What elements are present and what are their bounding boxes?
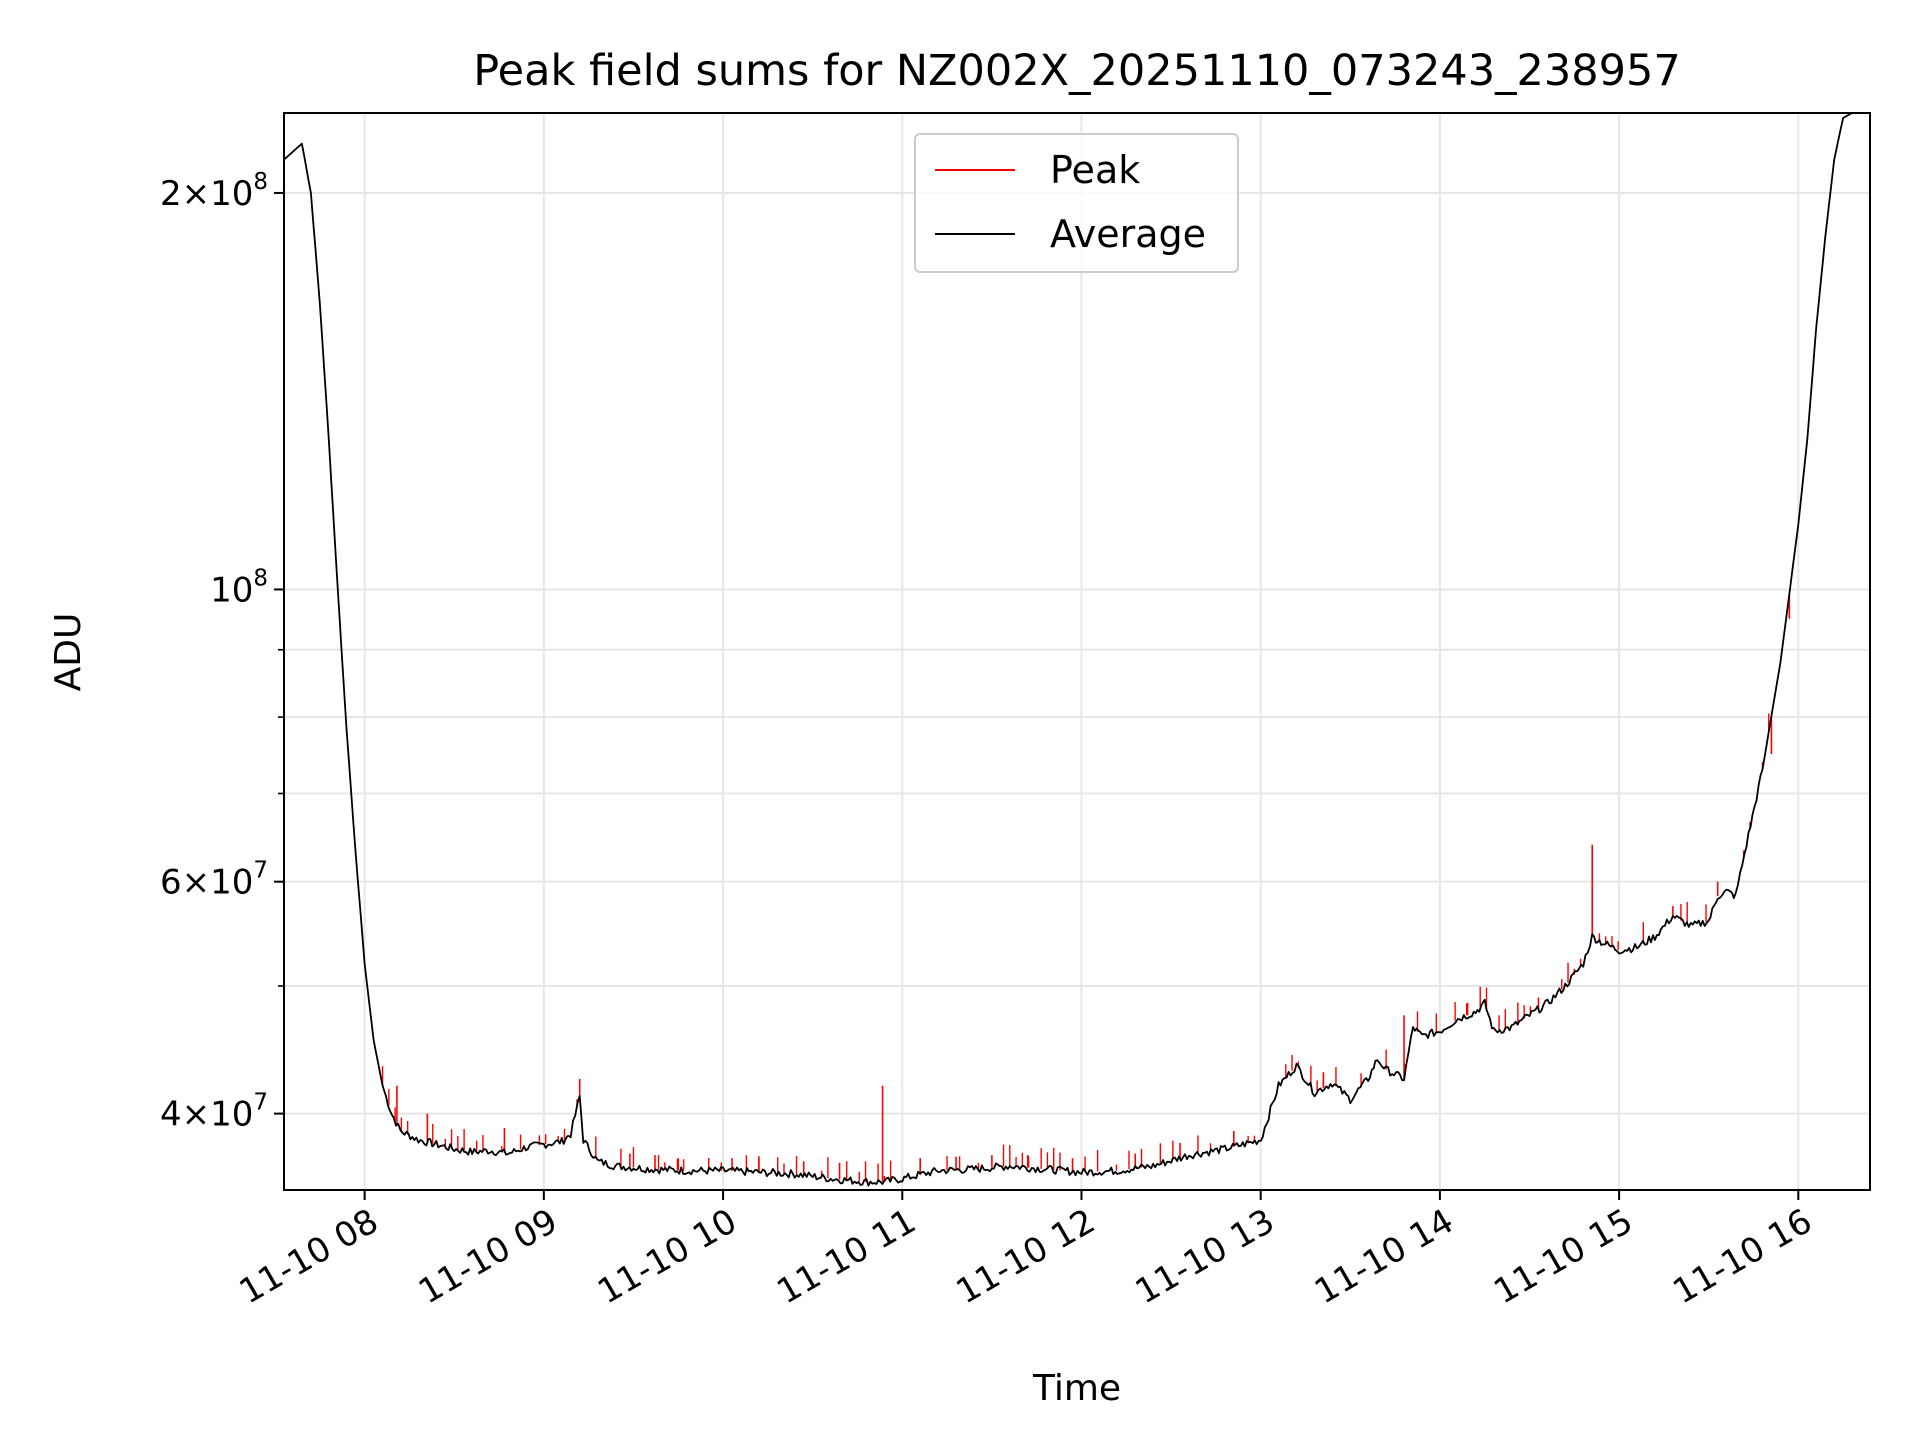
legend: Peak Average — [914, 133, 1239, 273]
grid — [284, 113, 1870, 1190]
y-tick-label: 6×107 — [160, 858, 268, 903]
y-tick-label: 4×107 — [160, 1090, 268, 1135]
plot-area — [284, 113, 1870, 1187]
series-average-line — [284, 113, 1870, 1187]
y-tick-label: 108 — [210, 565, 268, 610]
y-axis: 4×107 6×107 108 2×108 — [160, 169, 284, 1135]
legend-label-average: Average — [1050, 212, 1206, 256]
plot-frame — [283, 112, 1871, 1191]
legend-label-peak: Peak — [1050, 148, 1140, 192]
y-tick-label: 2×108 — [160, 169, 268, 214]
x-axis-label: Time — [1032, 1368, 1121, 1409]
y-axis-label: ADU — [48, 613, 89, 692]
chart-title: Peak field sums for NZ002X_20251110_0732… — [473, 46, 1680, 96]
legend-box — [914, 133, 1239, 273]
